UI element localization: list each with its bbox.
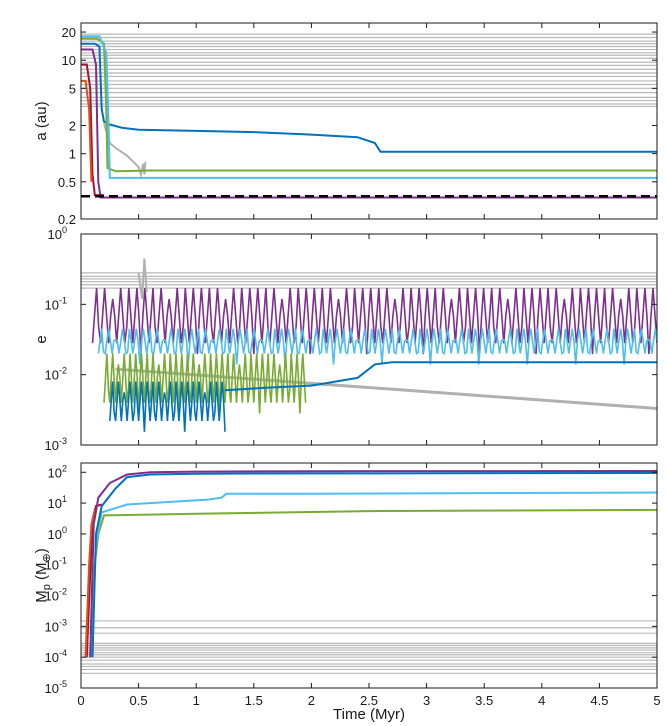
series-line-1 — [137, 258, 148, 299]
panel-top: 0.2 0.5 1 2 5 10 20 a (au) — [33, 22, 658, 227]
y-tick-label: 1 — [69, 147, 76, 162]
y-tick-label: 10-4 — [45, 648, 67, 665]
series-line-7 — [81, 79, 93, 182]
panel-middle: 10-3 10-2 10-1 100 e — [33, 225, 658, 453]
plot-area-bottom — [81, 470, 657, 674]
y-axis-label-top: a (au) — [33, 101, 50, 140]
y-tick-label: 10 — [62, 53, 76, 68]
series-line-0 — [103, 123, 146, 179]
x-tick-label: 0 — [77, 693, 84, 708]
plot-area-middle — [81, 258, 657, 432]
y-tick-label: 10-3 — [45, 436, 67, 453]
oscillating-series-2 — [103, 353, 307, 414]
panel-bottom: 10-5 10-4 10-3 10-2 10-1 100 101 102 0 0.5 1 1.5 2 2.… — [33, 462, 661, 708]
y-tick-label: 100 — [48, 225, 67, 242]
x-tick-label: 4 — [538, 693, 545, 708]
series-line-3 — [90, 491, 657, 658]
series-line-5 — [89, 470, 657, 658]
x-tick-label: 2.5 — [360, 693, 378, 708]
y-tick-label: 2 — [69, 119, 76, 134]
y-tick-label: 10-2 — [45, 366, 67, 383]
y-tick-label: 20 — [62, 25, 76, 40]
series-line-1 — [84, 509, 96, 658]
y-tick-label: 10-5 — [45, 679, 67, 696]
series-line-4 — [91, 472, 657, 658]
series-line-5 — [81, 48, 657, 199]
x-tick-label: 4.5 — [590, 693, 608, 708]
series-line-2 — [89, 508, 657, 658]
y-tick-label: 10-3 — [45, 617, 67, 634]
y-tick-label: 10-1 — [45, 556, 67, 573]
y-tick-label: 100 — [48, 525, 67, 542]
x-tick-label: 3 — [423, 693, 430, 708]
y-tick-label: 0.5 — [58, 175, 76, 190]
plot-area-top — [81, 33, 657, 199]
series-line-0 — [224, 361, 657, 392]
y-tick-label: 10-2 — [45, 587, 67, 604]
x-tick-label: 2 — [308, 693, 315, 708]
oscillating-series-1 — [97, 328, 657, 365]
y-axis-label-bottom: Mp (M⊕) — [33, 548, 53, 603]
series-line-4 — [81, 35, 657, 179]
y-tick-label: 10-1 — [45, 295, 67, 312]
x-tick-label: 1.5 — [245, 693, 263, 708]
x-tick-label: 0.5 — [130, 693, 148, 708]
y-axis-label-middle: e — [33, 335, 50, 343]
series-line-3 — [81, 37, 657, 173]
y-tick-label: 102 — [48, 463, 67, 480]
oscillating-series-0 — [91, 288, 657, 355]
series-line-1 — [143, 161, 147, 175]
x-tick-label: 3.5 — [475, 693, 493, 708]
y-tick-label: 101 — [48, 494, 67, 511]
y-tick-label: 5 — [69, 81, 76, 96]
series-line-2 — [81, 42, 657, 153]
y-tick-label: 0.2 — [58, 212, 76, 227]
x-tick-label: 5 — [653, 693, 660, 708]
x-axis-label: Time (Myr) — [333, 706, 405, 723]
oscillating-series-3 — [109, 381, 226, 432]
x-tick-label: 1 — [193, 693, 200, 708]
